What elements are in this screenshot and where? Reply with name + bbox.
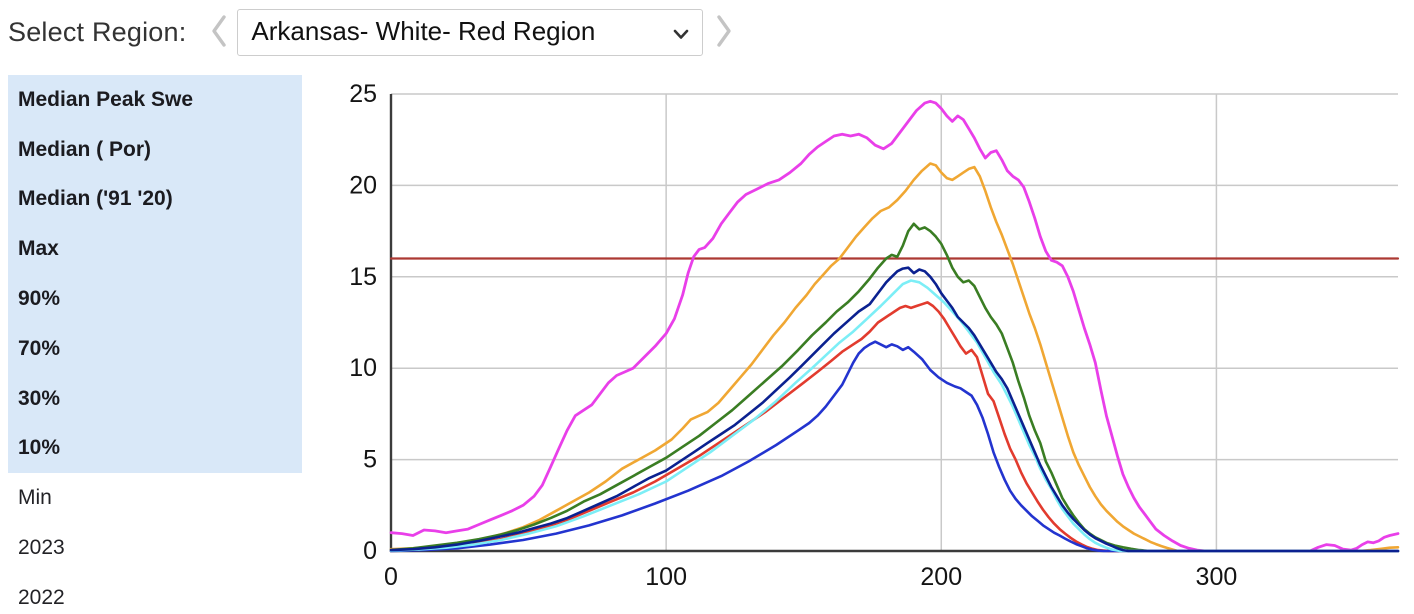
y-tick-label-10: 10 xyxy=(349,354,377,382)
chart-legend: Median Peak Swe Median ( Por) Median ('9… xyxy=(8,75,302,614)
sidebar-item-median-peak-swe[interactable]: Median Peak Swe xyxy=(18,87,194,111)
x-tick-label-0: 0 xyxy=(384,563,398,591)
x-tick-label-300: 300 xyxy=(1196,563,1238,591)
region-prev-button[interactable] xyxy=(210,12,228,53)
sidebar-item-10pct[interactable]: 10% xyxy=(18,436,61,460)
y-tick-label-15: 15 xyxy=(349,263,377,291)
series-line-median-91-20 xyxy=(389,279,1400,553)
sidebar-item-2022[interactable]: 2022 xyxy=(18,585,65,609)
series-line-30 xyxy=(389,301,1400,553)
region-next-button[interactable] xyxy=(715,12,733,53)
chevron-right-icon xyxy=(715,12,733,53)
sidebar-item-2023[interactable]: 2023 xyxy=(18,536,65,560)
swe-chart-svg: 0 100 200 300 0 5 10 15 20 25 xyxy=(349,80,1400,591)
chevron-left-icon xyxy=(210,12,228,53)
series-line-10 xyxy=(389,340,1400,553)
swe-chart: 0 100 200 300 0 5 10 15 20 25 xyxy=(330,75,1414,614)
sidebar-item-min[interactable]: Min xyxy=(18,486,52,510)
series-line-median-por xyxy=(389,266,1400,553)
series-line-90 xyxy=(389,162,1400,553)
series-line-max xyxy=(389,99,1400,553)
x-tick-label-100: 100 xyxy=(645,563,687,591)
region-selector-bar: Select Region: Arkansas- White- Red Regi… xyxy=(0,0,733,64)
y-tick-label-25: 25 xyxy=(349,80,377,108)
y-tick-label-20: 20 xyxy=(349,171,377,199)
legend-active-group: Median Peak Swe Median ( Por) Median ('9… xyxy=(8,75,302,474)
sidebar-item-70pct[interactable]: 70% xyxy=(18,336,61,360)
x-tick-label-200: 200 xyxy=(920,563,962,591)
region-select-wrap: Arkansas- White- Red Region xyxy=(237,8,704,56)
y-tick-label-5: 5 xyxy=(363,446,377,474)
select-region-label: Select Region: xyxy=(8,16,187,47)
sidebar-item-90pct[interactable]: 90% xyxy=(18,287,61,311)
y-tick-label-0: 0 xyxy=(363,537,377,565)
region-select[interactable]: Arkansas- White- Red Region xyxy=(237,8,704,56)
sidebar-item-median-91-20[interactable]: Median ('91 '20) xyxy=(18,187,173,211)
sidebar-item-max[interactable]: Max xyxy=(18,237,59,261)
series-line-70 xyxy=(389,222,1400,553)
sidebar-item-30pct[interactable]: 30% xyxy=(18,386,61,410)
sidebar-item-median-por[interactable]: Median ( Por) xyxy=(18,137,152,161)
